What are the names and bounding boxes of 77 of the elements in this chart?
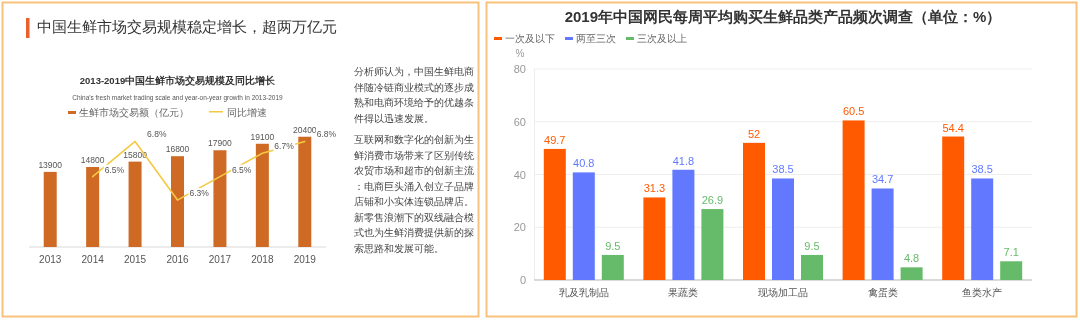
x-tick-label: 2014 (81, 254, 105, 265)
data-label: 26.9 (701, 194, 724, 207)
bar (701, 209, 724, 280)
bar (572, 172, 595, 280)
data-label: 7.1 (1003, 246, 1019, 259)
data-label: 9.5 (605, 239, 621, 252)
y-tick-label: 20 (513, 221, 526, 234)
bar (900, 267, 923, 280)
bar (871, 188, 894, 280)
text: 互联网和数字化的创新为生鲜消费市场带来了区别传统农贸市场和超市的创新主流：电商巨头涌入创立子品牌店铺和小实体连锁品牌店。新零售浪潮下的双线融合模式也为生鲜消费提供新的探索思路和发展可能。 (354, 134, 474, 254)
bar (601, 254, 624, 280)
y-tick-label: 0 (519, 274, 526, 286)
bar (971, 178, 994, 280)
legend-label: 同比增速 (227, 107, 267, 118)
data-label: 34.7 (871, 173, 894, 186)
y-tick-label: 40 (513, 168, 526, 181)
data-label: 19100 (250, 131, 275, 142)
data-label: 54.4 (942, 121, 964, 134)
legend-label: 两至三次 (576, 33, 616, 44)
chart-title: 2013-2019中国生鲜市场交易规模及同比增长 (79, 75, 277, 86)
legend-label: 三次及以上 (637, 33, 687, 44)
data-label: 60.5 (842, 105, 865, 118)
x-tick-label: 2017 (208, 254, 232, 265)
bar (801, 254, 823, 280)
data-label: 6.7% (274, 141, 295, 152)
y-tick-label: 80 (513, 63, 526, 75)
bar (128, 161, 142, 247)
x-tick-label: 乳及乳制品 (558, 287, 609, 298)
data-label: 40.8 (573, 157, 595, 170)
bar (842, 120, 865, 280)
data-label: 16800 (165, 144, 190, 155)
data-label: 6.8% (147, 129, 167, 140)
x-tick-label: 2018 (251, 254, 274, 265)
bar (543, 148, 566, 280)
bar (643, 197, 666, 280)
data-label: 9.5 (804, 239, 820, 252)
x-tick-label: 禽蛋类 (867, 287, 898, 298)
text: 分析师认为，中国生鲜电商伴随冷链商业模式的逐步成熟和电商环境给予的优越条件得以迅速发展。 (354, 66, 474, 124)
data-label: 52 (747, 127, 761, 140)
chart-title: 2019年中国网民每周平均购买生鲜品类产品频次调查（单位：%） (564, 8, 1002, 25)
data-label: 6.5% (231, 164, 252, 175)
bar (255, 143, 269, 247)
x-tick-label: 鱼类水产 (962, 287, 1003, 298)
data-label: 38.5 (772, 163, 794, 176)
bar (772, 178, 794, 280)
data-label: 31.3 (643, 182, 666, 195)
y-axis-title: % (515, 48, 525, 59)
data-label: 6.8% (316, 129, 337, 140)
legend-label: 生鲜市场交易额（亿元） (79, 107, 189, 118)
y-tick-label: 60 (513, 115, 526, 128)
data-label: 49.7 (544, 133, 566, 146)
bar (86, 167, 100, 247)
x-tick-label: 2019 (293, 254, 317, 265)
bar (672, 169, 695, 280)
bar (213, 150, 227, 247)
data-label: 20400 (292, 124, 317, 135)
data-label: 6.5% (104, 164, 125, 175)
x-tick-label: 2016 (166, 254, 190, 265)
x-tick-label: 2015 (123, 254, 147, 265)
data-label: 6.3% (189, 188, 210, 199)
data-label: 17900 (208, 138, 233, 149)
bar (1000, 261, 1023, 280)
x-tick-label: 现场加工品 (758, 287, 808, 298)
data-label: 38.5 (971, 163, 993, 176)
text: 中国生鲜市场交易规模稳定增长，超两万亿元 (37, 18, 337, 35)
data-label: 41.8 (672, 154, 695, 167)
bar (942, 136, 965, 280)
x-tick-label: 果蔬类 (668, 287, 699, 298)
x-tick-label: 2013 (39, 254, 62, 265)
bar (43, 171, 57, 247)
data-label: 14800 (80, 155, 105, 166)
data-label: 4.8 (903, 252, 920, 265)
bar (743, 142, 765, 280)
bar (171, 156, 184, 247)
data-label: 13900 (38, 159, 63, 170)
bar (298, 136, 312, 247)
legend-label: 一次及以下 (505, 33, 555, 44)
